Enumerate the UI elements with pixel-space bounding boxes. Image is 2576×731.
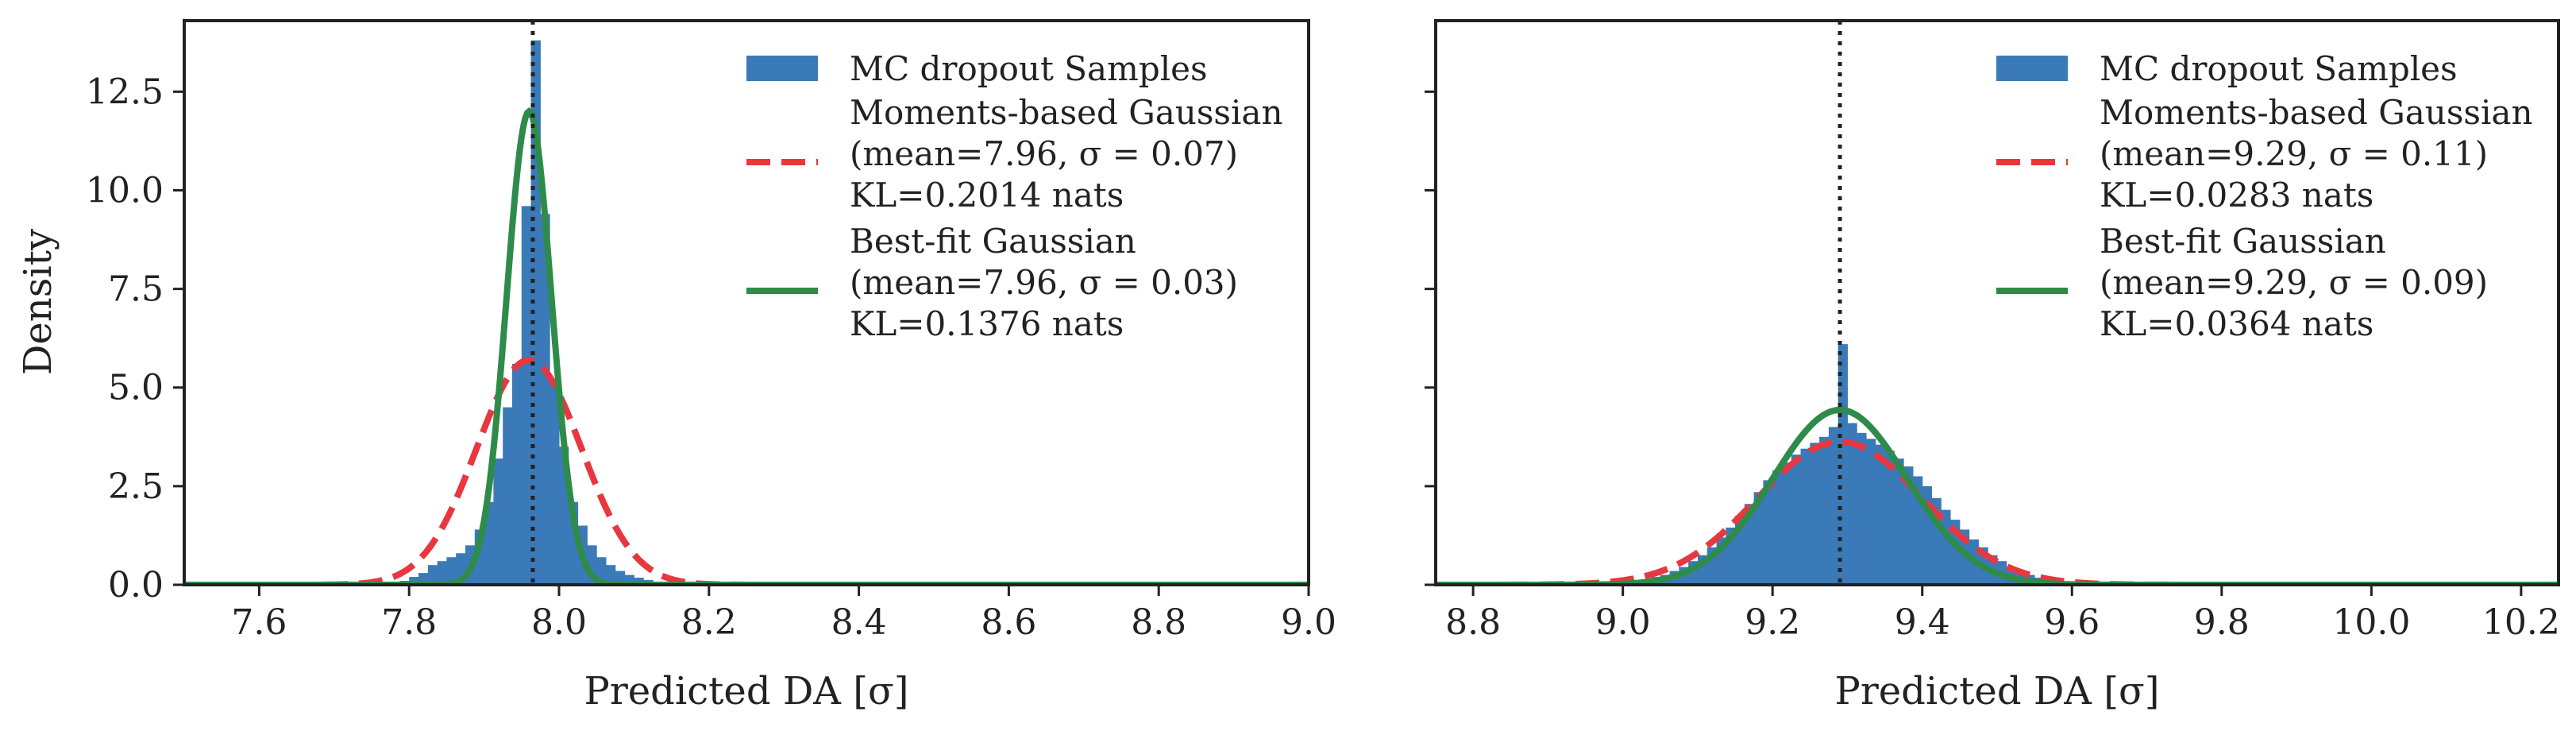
histogram-bar bbox=[1828, 427, 1839, 585]
legend-hist-label: MC dropout Samples bbox=[2100, 49, 2458, 88]
x-axis-label: Predicted DA [σ] bbox=[1835, 669, 2160, 714]
y-tick-label: 2.5 bbox=[108, 466, 164, 507]
y-tick-label: 5.0 bbox=[108, 368, 164, 408]
legend: MC dropout Samples Moments-based Gaussian… bbox=[746, 49, 1283, 343]
moments-gaussian-curve bbox=[184, 357, 1309, 585]
legend-entry-line: Moments-based Gaussian bbox=[850, 93, 1283, 132]
x-tick-label: 8.8 bbox=[1445, 602, 1501, 643]
legend-entry-line: (mean=9.29, σ = 0.11) bbox=[2100, 134, 2488, 173]
axes-frame bbox=[183, 19, 1310, 586]
x-tick-label: 8.0 bbox=[531, 602, 587, 643]
left-panel: 7.6 7.8 8.0 8.2 8.4 8.6 8.8 9.0 0.0 2.5 5.0 7.5 10.0… bbox=[16, 19, 1336, 714]
histogram-bar bbox=[1903, 466, 1914, 585]
histogram-bar bbox=[446, 557, 457, 585]
x-tick-label: 7.8 bbox=[381, 602, 437, 643]
histogram-bar bbox=[1941, 509, 1951, 585]
legend-entry-line: KL=0.1376 nats bbox=[850, 304, 1124, 343]
y-tick-label: 0.0 bbox=[108, 565, 164, 605]
histogram-bar bbox=[1781, 462, 1792, 585]
plot-area bbox=[1436, 21, 2559, 585]
histogram-bar bbox=[606, 565, 616, 585]
histogram-bar bbox=[1791, 454, 1802, 585]
histogram-bar bbox=[512, 363, 523, 585]
y-tick-label: 10.0 bbox=[86, 170, 164, 211]
histogram-bar bbox=[1847, 423, 1857, 585]
right-panel: 8.8 9.0 9.2 9.4 9.6 9.8 10.0 10.2 Predicted DA [… bbox=[1425, 19, 2560, 714]
histogram-bar bbox=[1819, 436, 1830, 585]
histogram-bar bbox=[550, 379, 560, 585]
x-tick-label: 8.6 bbox=[981, 602, 1036, 643]
legend-entry-line: KL=0.0283 nats bbox=[2100, 176, 2374, 215]
x-tick-label: 7.6 bbox=[231, 602, 287, 643]
histogram-bar bbox=[1857, 432, 1867, 585]
x-tick-label: 9.0 bbox=[1281, 602, 1336, 643]
bestfit-gaussian-curve bbox=[184, 106, 1309, 585]
x-tick-label: 8.4 bbox=[831, 602, 887, 643]
histogram-bar bbox=[1772, 470, 1783, 585]
histogram-bar bbox=[521, 206, 532, 585]
x-tick-label: 9.6 bbox=[2044, 602, 2100, 643]
y-tick-label: 7.5 bbox=[108, 269, 164, 310]
x-tick-label: 10.2 bbox=[2482, 602, 2560, 643]
histogram-bar bbox=[1884, 451, 1895, 585]
x-tick-label: 10.0 bbox=[2332, 602, 2410, 643]
x-tick-label: 8.8 bbox=[1131, 602, 1186, 643]
histogram-bar bbox=[540, 214, 550, 585]
legend-entry-line: KL=0.0364 nats bbox=[2100, 304, 2374, 343]
legend-entry-line: Best-fit Gaussian bbox=[850, 222, 1136, 261]
histogram-bar bbox=[437, 561, 447, 585]
x-tick-label: 9.8 bbox=[2194, 602, 2250, 643]
legend-entry-line: Moments-based Gaussian bbox=[2100, 93, 2533, 132]
legend-hist-label: MC dropout Samples bbox=[850, 49, 1208, 88]
histogram-bar bbox=[1753, 492, 1764, 585]
histogram-bar bbox=[409, 577, 419, 585]
histogram-bar bbox=[1810, 443, 1820, 585]
legend-hist-swatch bbox=[1996, 56, 2068, 81]
legend: MC dropout Samples Moments-based Gaussian… bbox=[1996, 49, 2533, 343]
x-axis-label: Predicted DA [σ] bbox=[584, 669, 909, 714]
histogram-bar bbox=[634, 578, 644, 585]
histogram-bar bbox=[427, 565, 438, 585]
legend-entry-line: KL=0.2014 nats bbox=[850, 176, 1124, 215]
histogram-bar bbox=[493, 458, 503, 585]
x-tick-label: 8.2 bbox=[681, 602, 737, 643]
moments-gaussian-curve bbox=[1436, 438, 2559, 585]
legend-hist-swatch bbox=[746, 56, 818, 81]
legend-entry-line: (mean=7.96, σ = 0.03) bbox=[850, 263, 1238, 302]
histogram-bar bbox=[1866, 439, 1876, 585]
legend-entry-line: (mean=7.96, σ = 0.07) bbox=[850, 134, 1238, 173]
histogram-bar bbox=[1763, 480, 1773, 585]
legend-entry-line: (mean=9.29, σ = 0.09) bbox=[2100, 263, 2488, 302]
x-tick-label: 9.4 bbox=[1895, 602, 1950, 643]
histogram-bar bbox=[1894, 458, 1904, 585]
histogram-bar bbox=[1800, 448, 1811, 585]
histogram-bar bbox=[615, 570, 626, 585]
histogram-bar bbox=[503, 407, 513, 585]
y-tick-label: 12.5 bbox=[86, 72, 164, 112]
histogram-bar bbox=[1875, 444, 1886, 585]
x-tick-label: 9.2 bbox=[1745, 602, 1800, 643]
histogram-bar bbox=[1744, 504, 1755, 585]
legend-entry-line: Best-fit Gaussian bbox=[2100, 222, 2386, 261]
x-tick-label: 9.0 bbox=[1595, 602, 1651, 643]
y-axis-label: Density bbox=[16, 229, 60, 375]
axes-frame bbox=[1434, 19, 2560, 586]
